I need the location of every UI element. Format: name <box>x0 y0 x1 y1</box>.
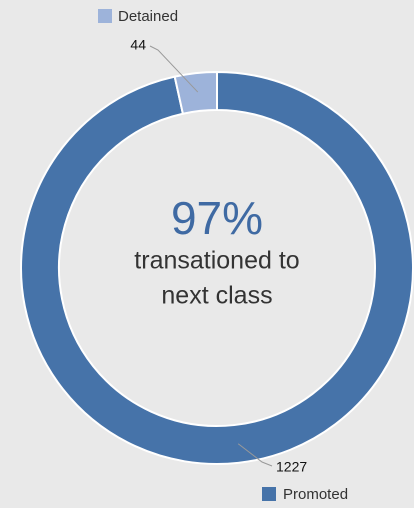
center-value: 97% <box>171 192 263 244</box>
legend-swatch <box>98 9 112 23</box>
data-label: 44 <box>130 37 146 53</box>
donut <box>20 70 414 465</box>
legend-label: Promoted <box>283 486 348 503</box>
data-label: 1227 <box>276 459 307 475</box>
donut-slice <box>20 70 414 465</box>
legend-swatch <box>262 487 276 501</box>
leader-line <box>237 443 273 467</box>
leader-line <box>149 45 199 93</box>
donut-slice <box>173 70 218 115</box>
center-label: transationed to <box>134 247 299 275</box>
legend-label: Detained <box>118 8 178 25</box>
center-label: next class <box>161 282 272 310</box>
